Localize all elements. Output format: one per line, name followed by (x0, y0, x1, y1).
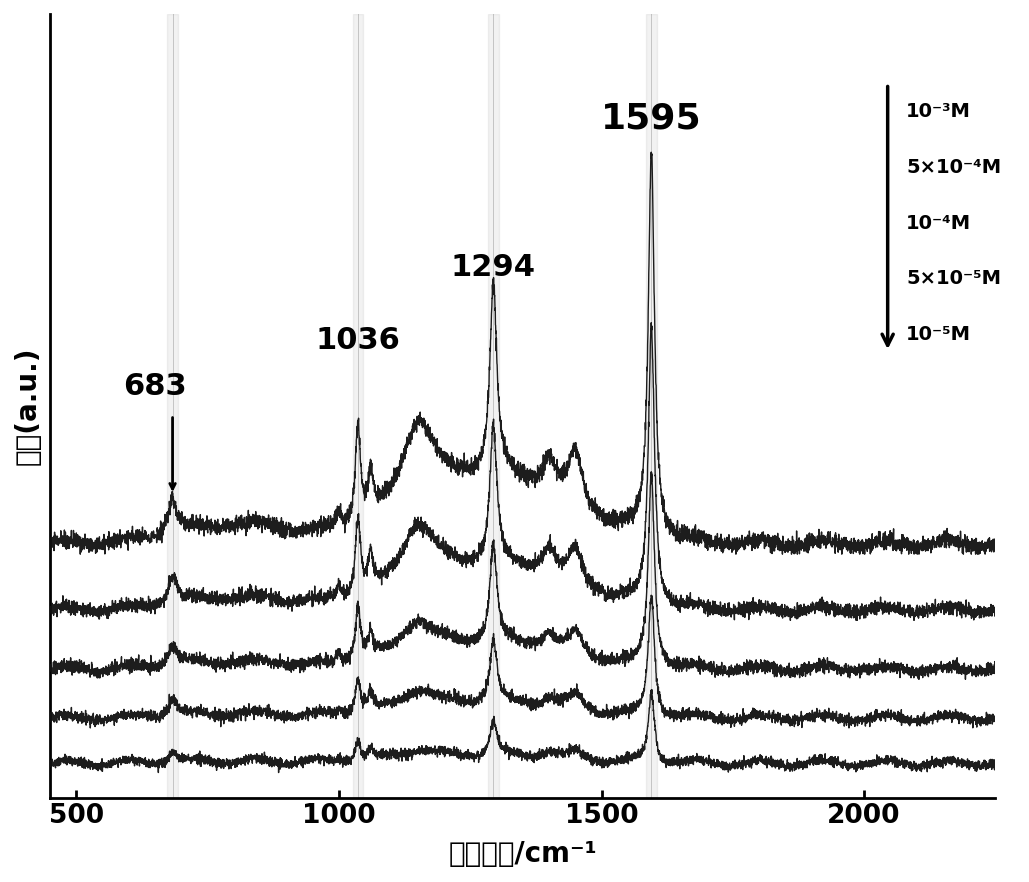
Bar (353, 14, 363, 798)
Text: 1294: 1294 (451, 253, 536, 282)
Text: 5×10⁻⁴M: 5×10⁻⁴M (907, 158, 1001, 176)
Text: 1595: 1595 (601, 102, 702, 136)
Text: 683: 683 (123, 372, 187, 400)
Text: 10⁻³M: 10⁻³M (907, 102, 971, 121)
Y-axis label: 强度(a.u.): 强度(a.u.) (13, 347, 42, 466)
Text: 5×10⁻⁵M: 5×10⁻⁵M (907, 269, 1001, 288)
Text: 1036: 1036 (316, 326, 400, 355)
X-axis label: 拉曼位移/cm⁻¹: 拉曼位移/cm⁻¹ (449, 841, 597, 868)
Bar (168, 14, 178, 798)
Text: 10⁻⁵M: 10⁻⁵M (907, 325, 971, 344)
Bar (646, 14, 657, 798)
Bar (488, 14, 499, 798)
Text: 10⁻⁴M: 10⁻⁴M (907, 213, 971, 233)
